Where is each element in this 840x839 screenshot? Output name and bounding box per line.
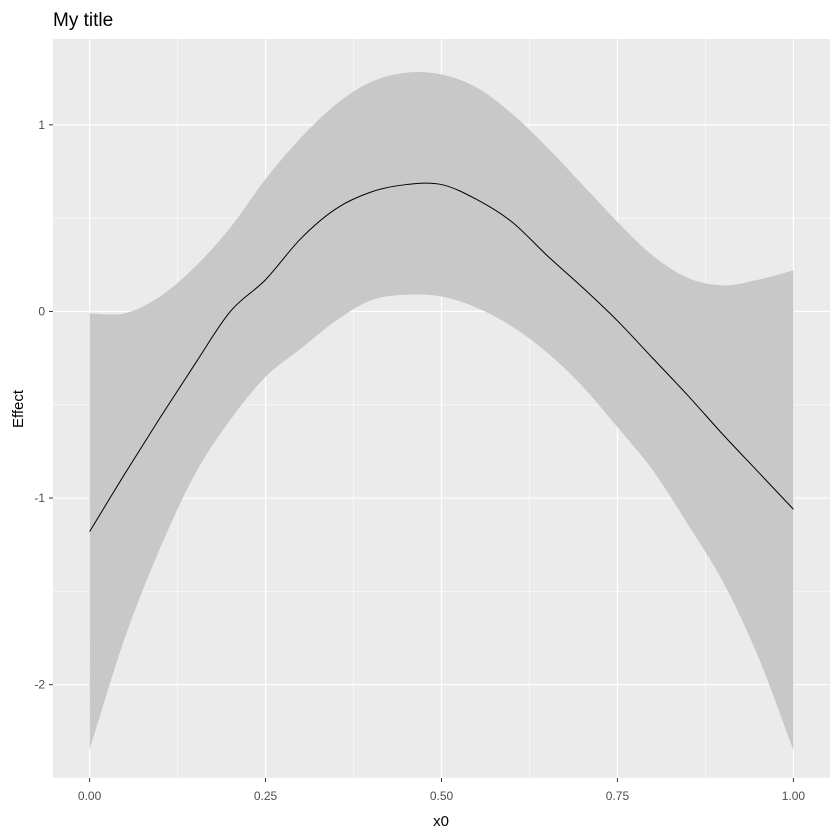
y-axis: -2 -1 0 1 xyxy=(34,118,53,692)
effect-line-layer xyxy=(89,182,794,532)
x-axis: 0.00 0.25 0.50 0.75 1.00 xyxy=(78,778,805,803)
chart-title: My title xyxy=(53,10,113,31)
y-tick-label: 0 xyxy=(38,304,45,318)
x-tick-label: 0.25 xyxy=(254,789,278,803)
x-tick-label: 0.00 xyxy=(78,789,102,803)
effect-line xyxy=(89,182,794,532)
confidence-band xyxy=(89,71,794,751)
x-tick-label: 1.00 xyxy=(782,789,806,803)
y-tick-label: 1 xyxy=(38,118,45,132)
y-tick-label: -2 xyxy=(34,678,45,692)
confidence-band-layer xyxy=(89,71,794,751)
x-tick-label: 0.75 xyxy=(606,789,630,803)
y-axis-title: Effect xyxy=(10,389,27,428)
y-tick-label: -1 xyxy=(34,491,45,505)
x-axis-title: x0 xyxy=(433,813,449,830)
x-tick-label: 0.50 xyxy=(430,789,454,803)
